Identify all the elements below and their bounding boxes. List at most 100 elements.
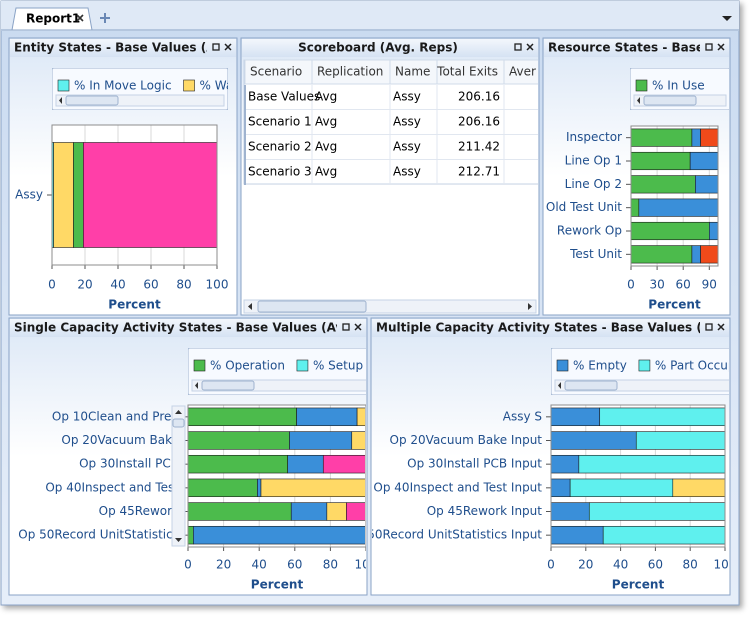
panel-title-clip: Scoreboard (Avg. Reps) — [298, 41, 458, 55]
bar-segment — [599, 407, 725, 427]
panel-title-bar — [10, 319, 366, 337]
table-cell: 211.42 — [458, 140, 500, 154]
legend-label: % Empty — [573, 359, 627, 373]
legend-scroll-left[interactable] — [637, 97, 640, 104]
legend-scroll-thumb[interactable] — [643, 95, 697, 106]
column-header[interactable]: Total Exits — [436, 65, 498, 79]
bar-segment — [551, 454, 580, 474]
table-cell: Assy — [393, 115, 421, 129]
bar-segment — [631, 198, 640, 217]
bar-segment — [326, 502, 347, 521]
table-cell: Assy — [393, 165, 421, 179]
y-tick-label: Op 20Vacuum Bake Input — [390, 433, 543, 447]
table-cell: Avg — [315, 165, 337, 179]
header-cell — [244, 59, 313, 85]
panel-title: Single Capacity Activity States - Base V… — [14, 321, 399, 335]
legend-scroll-left[interactable] — [59, 97, 62, 104]
bar-segment — [638, 198, 718, 217]
bar-segment — [708, 221, 718, 241]
table-cell: Avg — [315, 140, 337, 154]
scroll-left[interactable] — [248, 303, 252, 310]
bar-segment — [73, 142, 84, 248]
bar-segment — [296, 407, 358, 427]
legend-scroll-left[interactable] — [195, 382, 198, 389]
x-tick-label: 30 — [649, 278, 664, 292]
panel-maximize[interactable] — [342, 323, 350, 331]
plot-area — [52, 125, 217, 265]
y-tick-label: Op 40Inspect and Test — [45, 480, 179, 494]
new-tab[interactable] — [100, 13, 110, 23]
y-tick-label: Old Test Unit — [546, 200, 622, 214]
bar-segment — [551, 478, 571, 498]
bar-segment — [631, 175, 696, 194]
column-header[interactable]: Aver — [509, 65, 536, 79]
bar-segment — [322, 454, 365, 474]
bar-segment — [635, 431, 725, 450]
panel-close[interactable] — [526, 43, 534, 51]
legend-scrollbar[interactable] — [191, 379, 369, 392]
legend-scroll-thumb[interactable] — [65, 95, 119, 106]
bar-segment — [193, 525, 365, 545]
legend-scroll-left[interactable] — [558, 382, 561, 389]
legend-scroll-thumb[interactable] — [564, 380, 618, 391]
table-cell: Assy — [393, 90, 421, 104]
table-cell: 206.16 — [458, 90, 500, 104]
panel-close[interactable] — [354, 323, 362, 331]
panel-maximize[interactable] — [705, 323, 713, 331]
y-tick-label: Inspector — [566, 130, 622, 144]
plot-area — [551, 405, 725, 547]
panel-body: 0 30 60 90 Inspector Line Op 1 Line Op 2 Old Te… — [546, 68, 729, 312]
panel-close[interactable] — [717, 43, 725, 51]
x-tick-label: 0 — [547, 558, 555, 572]
header-cell — [389, 59, 438, 85]
scroll-right[interactable] — [528, 303, 532, 310]
column-header[interactable]: Replication — [317, 65, 383, 79]
legend-label: % Part Occupie — [655, 359, 746, 373]
table-cell: Base Values — [248, 90, 320, 104]
column-header[interactable]: Scenario — [250, 65, 302, 79]
bar-segment — [631, 128, 693, 147]
panel-close[interactable] — [717, 323, 725, 331]
tab-menu[interactable] — [722, 16, 732, 21]
table-cell: Scenario 2 — [248, 140, 312, 154]
bar-segment — [356, 407, 365, 427]
bar-segment — [188, 478, 258, 498]
panel-close[interactable] — [224, 43, 232, 51]
plot-area — [631, 126, 718, 266]
panel-maximize[interactable] — [705, 43, 713, 51]
x-tick-label: 0 — [627, 278, 635, 292]
x-tick-label: 100 — [714, 558, 737, 572]
legend-scroll-thumb[interactable] — [201, 380, 255, 391]
panel-title-clip: Single Capacity Activity States - Base V… — [14, 321, 399, 335]
scroll-down[interactable] — [175, 538, 182, 542]
table-cell: Scenario 1 — [248, 115, 312, 129]
legend-swatch — [57, 79, 70, 92]
bar-segment — [551, 525, 604, 545]
panel-title-bar — [544, 39, 729, 57]
scroll-up[interactable] — [175, 410, 182, 414]
bar-segment — [287, 454, 324, 474]
column-header[interactable]: Name — [395, 65, 430, 79]
panel-title-bar — [242, 39, 538, 57]
x-tick-label: 90 — [702, 278, 717, 292]
legend-swatch — [556, 359, 569, 372]
legend-scrollbar[interactable] — [55, 94, 225, 107]
bar-segment — [691, 128, 701, 147]
x-tick-label: 60 — [676, 278, 691, 292]
bar-segment — [346, 502, 365, 521]
h-scroll-thumb[interactable] — [257, 300, 367, 313]
legend-scrollbar[interactable] — [554, 379, 732, 392]
table-cell: 206.16 — [458, 115, 500, 129]
bar-segment — [289, 431, 353, 450]
tab-label[interactable]: Report1 — [26, 12, 80, 26]
panel-title: Resource States - Base V... — [548, 41, 730, 55]
tab-close[interactable] — [76, 14, 84, 22]
panel-maximize[interactable] — [212, 43, 220, 51]
v-scroll-thumb[interactable] — [172, 418, 185, 428]
v-scrollbar[interactable] — [171, 405, 186, 547]
legend-label: % Wa — [200, 79, 234, 93]
legend-label: % In Move Logic — [74, 79, 172, 93]
bar-segment — [551, 407, 601, 427]
panel-maximize[interactable] — [514, 43, 522, 51]
legend-swatch — [193, 359, 206, 372]
